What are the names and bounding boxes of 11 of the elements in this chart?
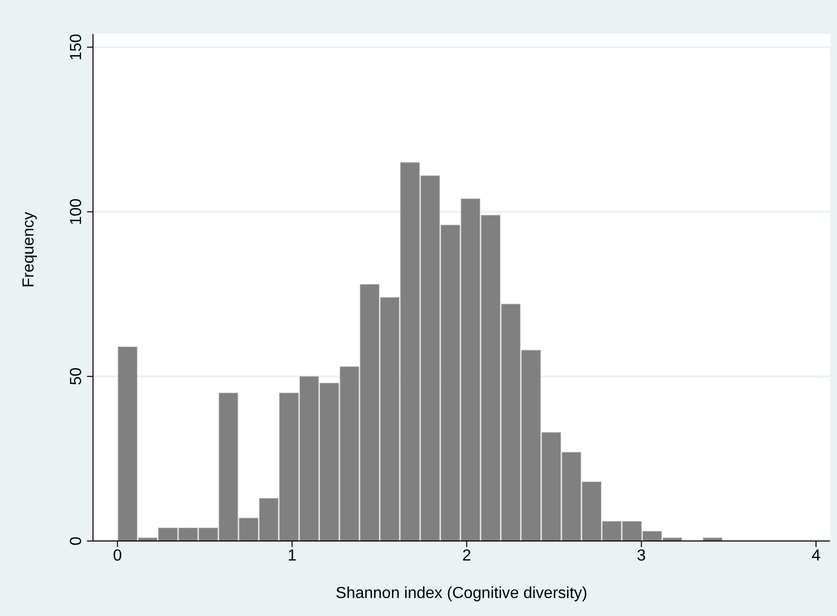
x-axis-title: Shannon index (Cognitive diversity) (336, 585, 588, 602)
y-tick-label: 50 (68, 367, 85, 386)
y-tick-label: 0 (68, 536, 85, 546)
x-tick-label: 1 (288, 547, 297, 564)
x-tick-label: 0 (112, 547, 122, 564)
x-tick-label: 3 (636, 547, 646, 564)
x-tick-label: 2 (462, 547, 472, 564)
x-tick-label: 4 (812, 547, 821, 564)
y-axis-title: Frequency (20, 212, 38, 288)
y-tick-label: 150 (68, 34, 85, 61)
y-tick-label: 100 (68, 198, 85, 226)
